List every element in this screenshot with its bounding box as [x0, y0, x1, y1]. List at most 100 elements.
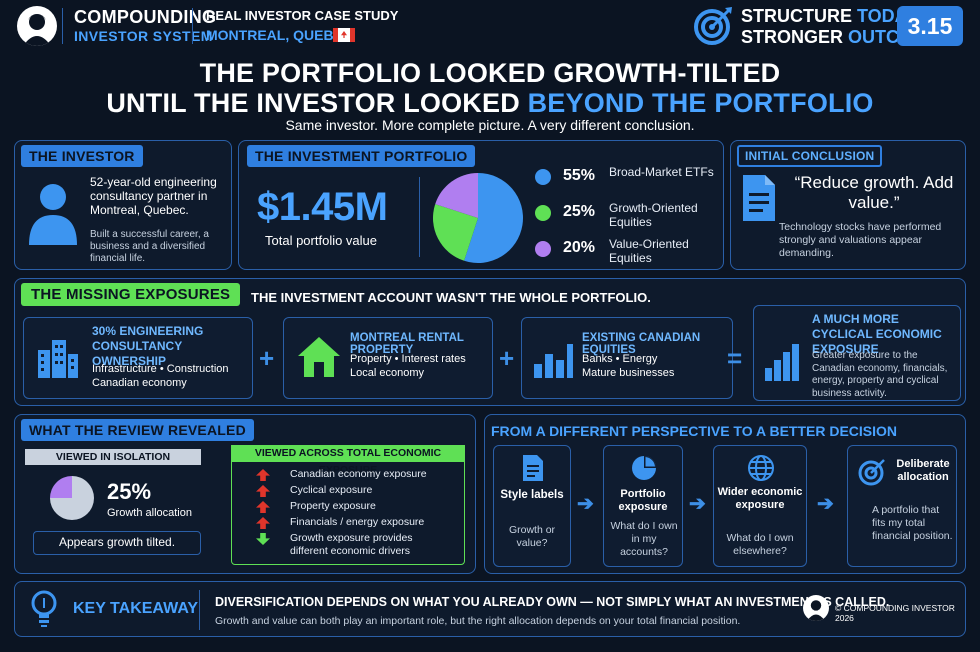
legend-percentage: 55%	[563, 167, 596, 184]
missing-exposures-tag: THE MISSING EXPOSURES	[21, 283, 241, 306]
edition-badge: 3.15	[897, 6, 963, 46]
pie-slice-broad-market	[464, 173, 523, 263]
growth-label: Growth allocation	[107, 507, 192, 519]
person-icon	[27, 181, 79, 245]
equals-sign: =	[727, 343, 743, 373]
legend-row: 20% Value-Oriented Equities	[535, 235, 715, 269]
plus-sign: +	[499, 343, 515, 373]
verdict-box: Appears growth tilted.	[33, 531, 201, 555]
legend-dot	[535, 205, 551, 221]
case-study-label: REAL INVESTOR CASE STUDY	[206, 8, 399, 23]
exposure-result-card: A MUCH MORE CYCLICAL ECONOMIC EXPOSURE G…	[753, 305, 961, 401]
legend-label: Growth-Oriented Equities	[609, 201, 698, 229]
exposure-text: Growth exposure provides different econo…	[290, 532, 413, 557]
arrow-up-icon	[256, 469, 270, 481]
conclusion-tag: INITIAL CONCLUSION	[737, 145, 883, 167]
arrow-down-icon	[256, 533, 270, 545]
canada-flag-icon	[333, 28, 355, 42]
arrow-right-icon: ➔	[577, 493, 594, 515]
step-wider-exposure: Wider economic exposure What do I own el…	[713, 445, 807, 567]
perspective-panel: FROM A DIFFERENT PERSPECTIVE TO A BETTER…	[484, 414, 966, 574]
investor-note: Built a successful career, a business an…	[90, 229, 209, 264]
conclusion-quote: “Reduce growth. Add value.”	[794, 173, 954, 212]
case-location: MONTREAL, QUEBEC	[206, 27, 353, 43]
exposure-title-consultancy: 30% ENGINEERING CONSULTANCY OWNERSHIP	[92, 324, 204, 368]
page-title: THE PORTFOLIO LOOKED GROWTH-TILTED UNTIL…	[106, 58, 874, 118]
exposure-text: Property exposure	[290, 500, 376, 512]
step-title: Deliberate allocation	[896, 458, 950, 483]
lightbulb-icon	[31, 590, 57, 628]
exposure-result-title: A MUCH MORE CYCLICAL ECONOMIC EXPOSURE	[812, 312, 942, 356]
investor-tag: THE INVESTOR	[21, 145, 143, 167]
legend-label: Value-Oriented Equities	[609, 237, 689, 265]
step-deliberate-allocation: Deliberate allocation A portfolio that f…	[847, 445, 957, 567]
pie-chart-icon	[630, 454, 658, 482]
target-icon	[693, 4, 735, 46]
step-question: What do I own in my accounts?	[610, 520, 678, 558]
exposure-card-equities: EXISTING CANADIAN EQUITIES Banks • Energ…	[521, 317, 733, 399]
step-style-labels: Style labels Growth or value?	[493, 445, 571, 567]
conclusion-note: Technology stocks have performed strongl…	[779, 221, 942, 259]
takeaway-label: KEY TAKEAWAY	[73, 600, 199, 617]
missing-exposures-panel: THE MISSING EXPOSURES THE INVESTMENT ACC…	[14, 278, 966, 406]
conclusion-panel: INITIAL CONCLUSION “Reduce growth. Add v…	[730, 140, 966, 270]
arrow-right-icon: ➔	[817, 493, 834, 515]
total-exposure-card: VIEWED ACROSS TOTAL ECONOMIC EXPOSURE Ca…	[231, 445, 465, 565]
step-title: Style labels	[500, 489, 564, 501]
buildings-icon	[36, 336, 80, 380]
house-icon	[296, 334, 342, 380]
legend-percentage: 20%	[563, 239, 596, 256]
brand-name: COMPOUNDING	[74, 7, 217, 27]
exposure-text: Cyclical exposure	[290, 484, 373, 496]
exposure-desc-rental: Property • Interest rates Local economy	[350, 353, 466, 379]
portfolio-panel: THE INVESTMENT PORTFOLIO $1.45M Total po…	[238, 140, 724, 270]
step-portfolio-exposure: Portfolio exposure What do I own in my a…	[603, 445, 683, 567]
legend-dot	[535, 241, 551, 257]
isolation-card: VIEWED IN ISOLATION 25% Growth allocatio…	[25, 447, 217, 565]
exposure-card-consultancy: 30% ENGINEERING CONSULTANCY OWNERSHIP In…	[23, 317, 253, 399]
step-question: A portfolio that fits my total financial…	[872, 504, 953, 542]
exposure-text: Canadian economy exposure	[290, 468, 427, 480]
portfolio-value: $1.45M	[257, 185, 388, 229]
bar-chart-icon	[764, 342, 800, 382]
exposure-desc-equities: Banks • Energy Mature businesses	[582, 353, 675, 379]
bar-chart-icon	[532, 338, 574, 380]
arrow-right-icon: ➔	[689, 493, 706, 515]
tagline-line1: STRUCTURE TODAY.	[741, 6, 922, 26]
header: COMPOUNDING INVESTOR SYSTEM REAL INVESTO…	[0, 0, 980, 56]
growth-allocation-donut	[50, 476, 94, 520]
arrow-up-icon	[256, 517, 270, 529]
legend-percentage: 25%	[563, 203, 596, 220]
globe-icon	[747, 454, 775, 482]
perspective-title: FROM A DIFFERENT PERSPECTIVE TO A BETTER…	[491, 423, 898, 439]
brand-subname: INVESTOR SYSTEM	[74, 28, 213, 44]
review-panel: WHAT THE REVIEW REVEALED VIEWED IN ISOLA…	[14, 414, 476, 574]
page-subtitle: Same investor. More complete picture. A …	[285, 117, 695, 133]
exposure-title-rental: MONTREAL RENTAL PROPERTY	[350, 332, 464, 356]
exposure-card-rental: MONTREAL RENTAL PROPERTY Property • Inte…	[283, 317, 493, 399]
step-title: Wider economic exposure	[717, 486, 803, 511]
target-icon	[858, 456, 888, 486]
arrow-up-icon	[256, 501, 270, 513]
donut-slice-growth	[50, 476, 72, 498]
investor-description: 52-year-old engineering consultancy part…	[90, 175, 217, 217]
legend-label: Broad-Market ETFs	[609, 165, 714, 179]
brand-logo	[803, 595, 829, 621]
missing-exposures-headline: THE INVESTMENT ACCOUNT WASN'T THE WHOLE …	[251, 290, 651, 305]
step-title: Portfolio exposure	[618, 488, 668, 513]
exposure-result-desc: Greater exposure to the Canadian economy…	[812, 350, 948, 399]
takeaway-headline: DIVERSIFICATION DEPENDS ON WHAT YOU ALRE…	[215, 595, 890, 609]
donut-slice-remaining	[50, 476, 94, 520]
takeaway-subtext: Growth and value can both play an import…	[215, 615, 741, 627]
isolation-label: VIEWED IN ISOLATION	[25, 449, 201, 465]
review-tag: WHAT THE REVIEW REVEALED	[21, 419, 254, 441]
document-icon	[741, 173, 777, 223]
pie-slice-value	[435, 173, 478, 218]
copyright: © COMPOUNDING INVESTOR 2026	[835, 603, 955, 623]
arrow-up-icon	[256, 485, 270, 497]
brand-logo	[17, 6, 57, 46]
step-question: What do I own elsewhere?	[726, 532, 794, 557]
exposure-desc-consultancy: Infrastructure • Construction Canadian e…	[92, 363, 229, 389]
step-question: Growth or value?	[508, 524, 556, 549]
plus-sign: +	[259, 343, 275, 373]
